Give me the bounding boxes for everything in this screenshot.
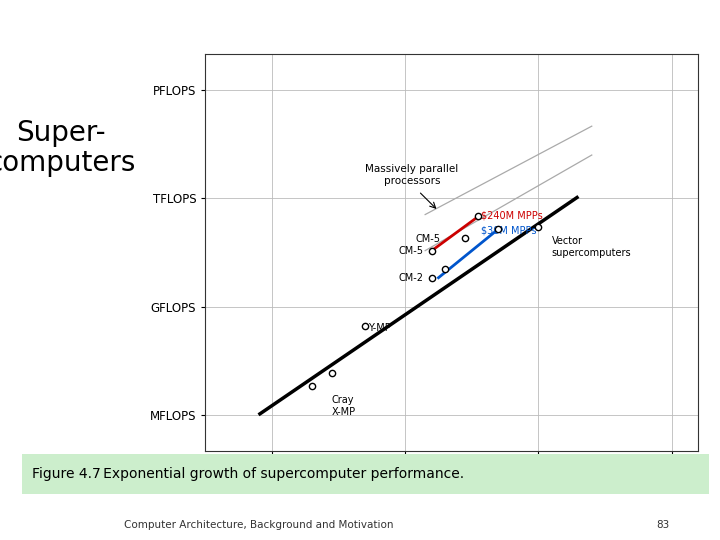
Text: CM-5: CM-5 bbox=[398, 246, 423, 256]
Text: $240M MPPs: $240M MPPs bbox=[481, 211, 543, 221]
Text: Vector
supercomputers: Vector supercomputers bbox=[552, 236, 631, 258]
Text: $30M MPPs: $30M MPPs bbox=[481, 225, 536, 235]
Text: 83: 83 bbox=[657, 520, 670, 530]
Text: Y-MP: Y-MP bbox=[368, 322, 390, 333]
Text: Cray
X-MP: Cray X-MP bbox=[332, 395, 356, 416]
Text: Computer Architecture, Background and Motivation: Computer Architecture, Background and Mo… bbox=[125, 520, 394, 530]
Text: Massively parallel
processors: Massively parallel processors bbox=[365, 164, 459, 186]
Text: Exponential growth of supercomputer performance.: Exponential growth of supercomputer perf… bbox=[91, 467, 464, 481]
X-axis label: Calendar year: Calendar year bbox=[402, 478, 501, 492]
Text: CM-5: CM-5 bbox=[416, 234, 441, 244]
Text: Figure 4.7: Figure 4.7 bbox=[32, 467, 101, 481]
Text: Super-
computers: Super- computers bbox=[0, 119, 135, 177]
Text: CM-2: CM-2 bbox=[398, 273, 423, 284]
